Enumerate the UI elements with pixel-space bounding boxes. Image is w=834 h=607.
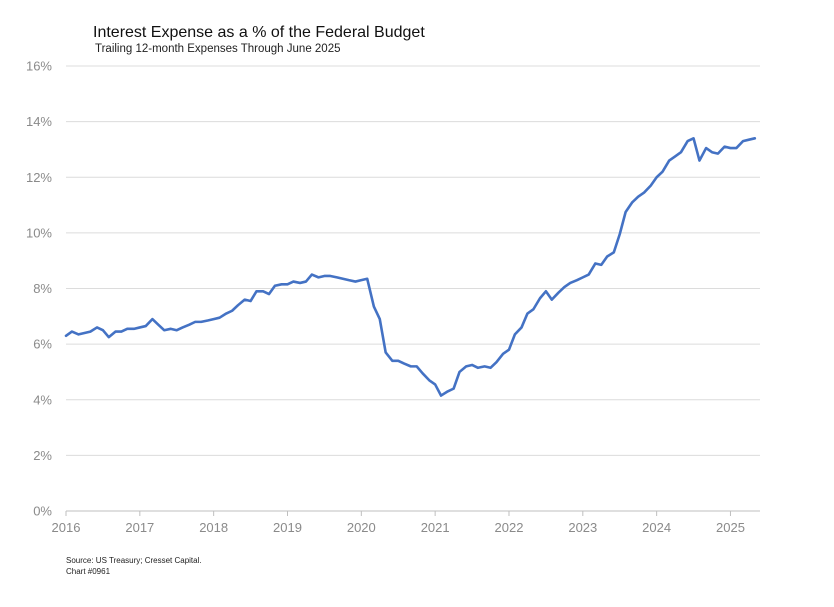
y-tick-label: 6% [33, 337, 52, 352]
x-tick-label: 2016 [52, 520, 81, 535]
chart-title: Interest Expense as a % of the Federal B… [93, 24, 425, 41]
x-tick-label: 2023 [568, 520, 597, 535]
x-axis-labels: 2016 2017 2018 2019 2020 2021 2022 2023 2024 2025 [52, 520, 745, 535]
x-tick-label: 2025 [716, 520, 745, 535]
x-tick-label: 2020 [347, 520, 376, 535]
x-tick-label: 2019 [273, 520, 302, 535]
x-axis [65, 510, 760, 516]
y-tick-label: 2% [33, 448, 52, 463]
chart-number: Chart #0961 [66, 567, 111, 576]
source-note: Source: US Treasury; Cresset Capital. Ch… [66, 555, 202, 577]
series-group [64, 137, 757, 397]
source-line: Source: US Treasury; Cresset Capital. [66, 556, 202, 565]
x-tick-label: 2022 [495, 520, 524, 535]
x-tick-label: 2018 [199, 520, 228, 535]
x-tick-label: 2017 [125, 520, 154, 535]
x-tick-label: 2024 [642, 520, 671, 535]
y-tick-label: 4% [33, 392, 52, 407]
chart-subtitle: Trailing 12-month Expenses Through June … [95, 43, 341, 55]
y-tick-label: 0% [33, 504, 52, 519]
y-tick-label: 14% [26, 114, 52, 129]
gridlines [66, 65, 760, 456]
y-tick-label: 10% [26, 225, 52, 240]
y-tick-label: 16% [26, 59, 52, 74]
y-tick-label: 8% [33, 281, 52, 296]
series-line [64, 137, 757, 397]
x-tick-label: 2021 [421, 520, 450, 535]
y-tick-label: 12% [26, 170, 52, 185]
y-axis-labels: 0% 2% 4% 6% 8% 10% 12% 14% 16% [26, 59, 52, 519]
